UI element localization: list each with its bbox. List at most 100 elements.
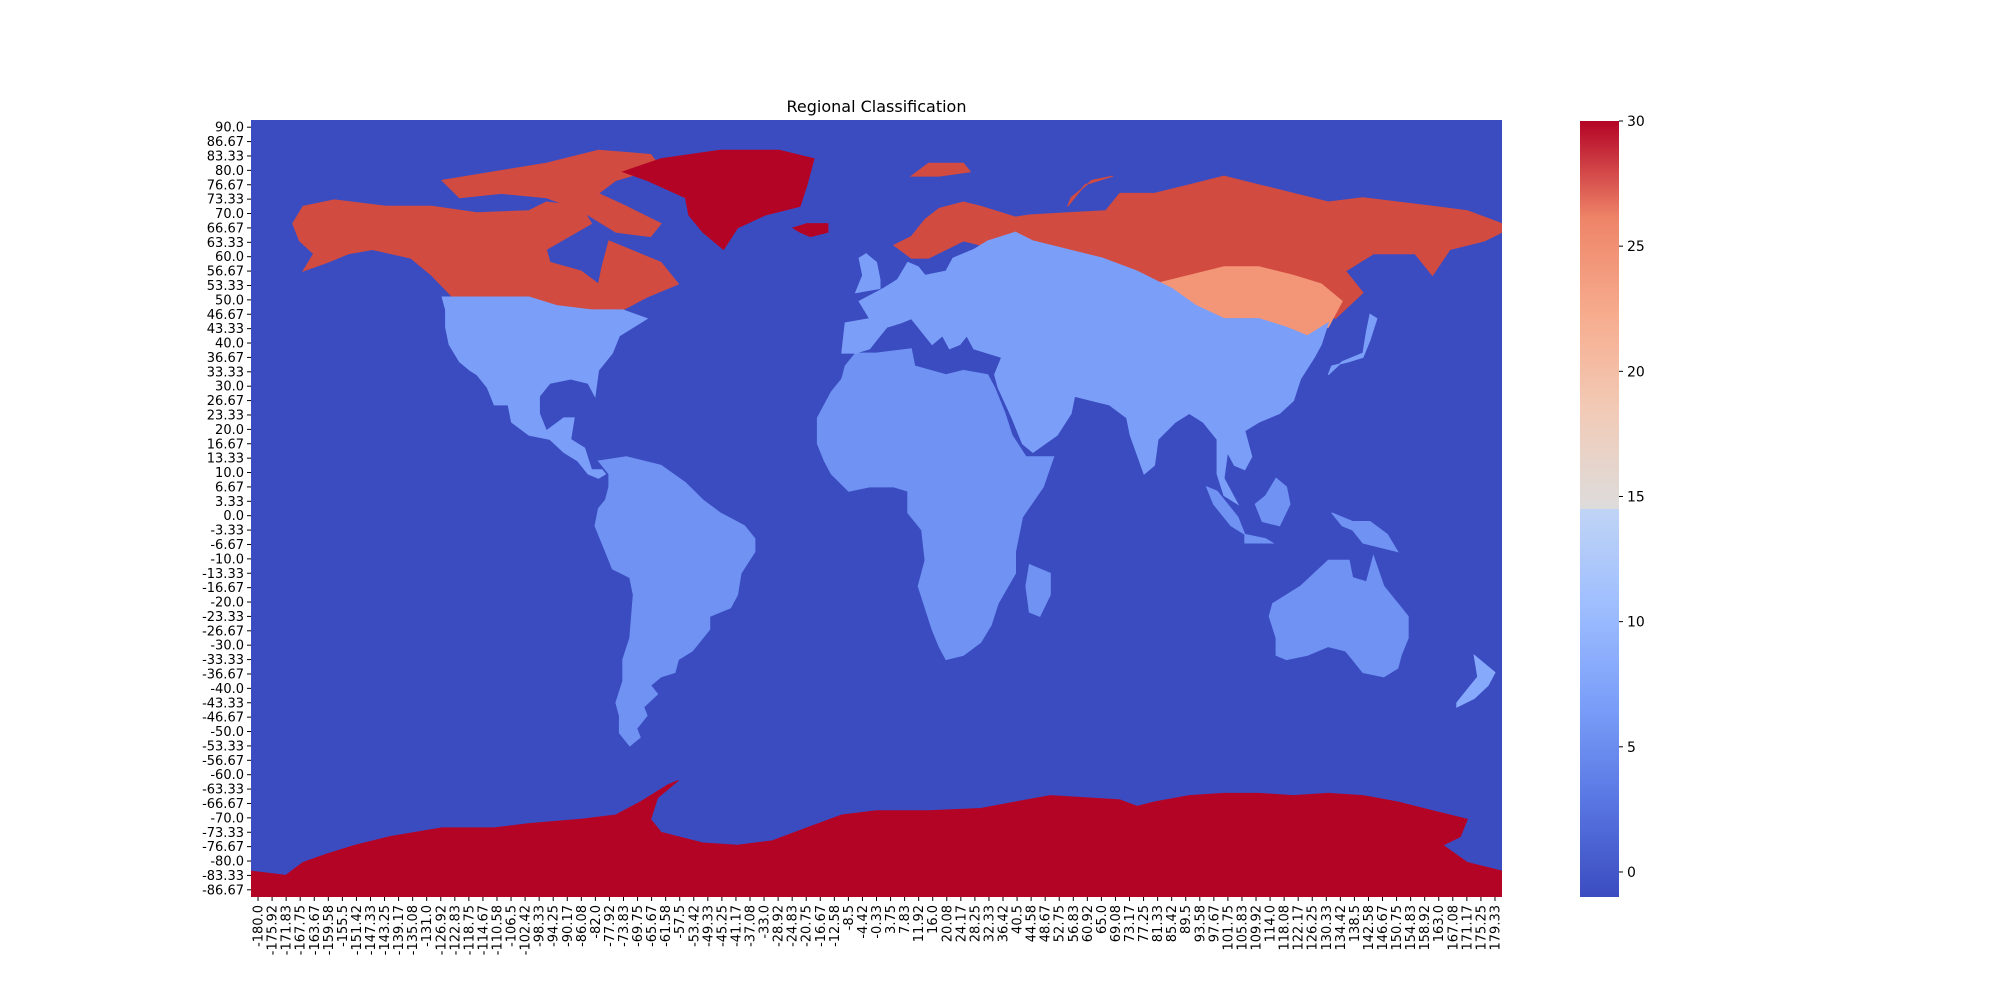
y-tick-label: -70.0	[210, 811, 244, 826]
plot-area	[251, 120, 1502, 897]
x-tick-label: -171.83	[280, 905, 295, 955]
region-6	[441, 296, 649, 479]
y-tick-label: -26.67	[202, 624, 244, 639]
x-tick-label: -94.25	[547, 905, 562, 947]
x-tick-label: -53.42	[687, 905, 702, 947]
x-tick-label: -180.0	[252, 905, 267, 947]
y-tick-label: -40.0	[210, 682, 244, 697]
y-tick-label: 40.0	[215, 337, 244, 352]
x-tick-label: 146.67	[1376, 905, 1391, 951]
x-axis: -180.0 -175.92 -171.83 -167.75 -163.67 -159.5…	[252, 897, 1504, 955]
y-tick-label: 66.67	[207, 221, 244, 236]
y-tick-label: 30.0	[215, 380, 244, 395]
y-tick-label: 10.0	[215, 466, 244, 481]
x-tick-label: 109.92	[1250, 905, 1265, 951]
x-tick-label: 134.42	[1334, 905, 1349, 951]
x-tick-label: -98.33	[533, 905, 548, 947]
y-tick-label: 36.67	[207, 351, 244, 366]
region-9	[841, 231, 1330, 506]
y-tick-label: 56.67	[207, 265, 244, 280]
x-tick-label: 85.42	[1165, 905, 1180, 942]
x-tick-label: -159.58	[322, 905, 337, 955]
y-tick-label: -66.67	[202, 797, 244, 812]
x-tick-label: 73.17	[1123, 905, 1138, 942]
y-tick-label: 86.67	[207, 135, 244, 150]
x-tick-label: 28.25	[968, 905, 983, 942]
y-tick-label: 33.33	[207, 365, 244, 380]
x-tick-label: -175.92	[266, 905, 281, 955]
x-tick-label: 167.08	[1446, 905, 1461, 951]
x-tick-label: -65.67	[645, 905, 660, 947]
x-tick-label: -82.0	[589, 905, 604, 939]
y-tick-label: 23.33	[207, 408, 244, 423]
x-tick-label: -86.08	[575, 905, 590, 947]
x-tick-label: -118.75	[462, 905, 477, 955]
x-tick-label: -16.67	[814, 905, 829, 947]
y-tick-label: 83.33	[207, 149, 244, 164]
y-tick-label: 16.67	[207, 437, 244, 452]
y-tick-label: -60.0	[210, 768, 244, 783]
x-tick-label: -12.58	[828, 905, 843, 947]
x-tick-label: 122.17	[1292, 905, 1307, 951]
region-19	[1025, 563, 1051, 618]
x-tick-label: -155.5	[336, 905, 351, 947]
x-tick-label: 89.5	[1179, 905, 1194, 934]
x-tick-label: -28.92	[772, 905, 787, 947]
y-axis: 90.086.6783.3380.076.6773.3370.066.6763.…	[202, 121, 251, 898]
region-22	[909, 162, 972, 177]
x-tick-label: -126.92	[434, 905, 449, 955]
colorbar-tick-label: 10	[1627, 615, 1645, 631]
x-tick-label: -0.33	[870, 905, 885, 939]
x-tick-label: 20.08	[940, 905, 955, 942]
x-tick-label: -20.75	[800, 905, 815, 947]
x-tick-label: 158.92	[1418, 905, 1433, 951]
y-tick-label: 80.0	[215, 164, 244, 179]
x-tick-label: -163.67	[308, 905, 323, 955]
region-12	[1456, 654, 1496, 708]
x-tick-label: 40.5	[1011, 905, 1026, 934]
y-tick-label: -3.33	[210, 524, 244, 539]
x-tick-label: 56.83	[1067, 905, 1082, 942]
region-14	[1254, 477, 1291, 527]
y-tick-label: 50.0	[215, 293, 244, 308]
y-tick-label: 90.0	[215, 121, 244, 136]
x-tick-label: -77.92	[603, 905, 618, 947]
x-tick-label: 175.25	[1474, 905, 1489, 951]
y-tick-label: 13.33	[207, 452, 244, 467]
region-15	[1331, 512, 1399, 553]
y-tick-label: -43.33	[202, 696, 244, 711]
x-tick-label: 171.17	[1460, 905, 1475, 951]
x-tick-label: 130.33	[1320, 905, 1335, 951]
y-tick-label: -73.33	[202, 826, 244, 841]
x-tick-label: 3.75	[884, 905, 899, 934]
x-tick-label: 81.33	[1151, 905, 1166, 942]
region-20	[791, 223, 829, 238]
x-tick-label: -102.42	[519, 905, 534, 955]
x-tick-label: 32.33	[982, 905, 997, 942]
x-tick-label: 44.58	[1025, 905, 1040, 942]
x-tick-label: 65.0	[1095, 905, 1110, 934]
y-tick-label: 46.67	[207, 308, 244, 323]
y-tick-label: -46.67	[202, 711, 244, 726]
x-tick-label: -73.83	[617, 905, 632, 947]
x-tick-label: -110.58	[491, 905, 506, 955]
colorbar-gradient	[1580, 121, 1619, 897]
x-tick-label: 101.75	[1221, 905, 1236, 951]
x-tick-label: -4.42	[856, 905, 871, 939]
y-tick-label: 60.0	[215, 250, 244, 265]
x-tick-label: 126.25	[1306, 905, 1321, 951]
x-tick-label: 24.17	[954, 905, 969, 942]
x-tick-label: 114.0	[1264, 905, 1279, 942]
x-tick-label: 93.58	[1193, 905, 1208, 942]
y-tick-label: -6.67	[210, 538, 244, 553]
x-tick-label: 77.25	[1137, 905, 1152, 942]
x-tick-label: -151.42	[350, 905, 365, 955]
x-tick-label: -114.67	[476, 905, 491, 955]
y-tick-label: -80.0	[210, 855, 244, 870]
y-tick-label: -23.33	[202, 610, 244, 625]
region-2	[621, 149, 815, 251]
y-tick-label: -56.67	[202, 754, 244, 769]
y-tick-label: 43.33	[207, 322, 244, 337]
region-18	[854, 253, 881, 294]
x-tick-label: -131.0	[420, 905, 435, 947]
